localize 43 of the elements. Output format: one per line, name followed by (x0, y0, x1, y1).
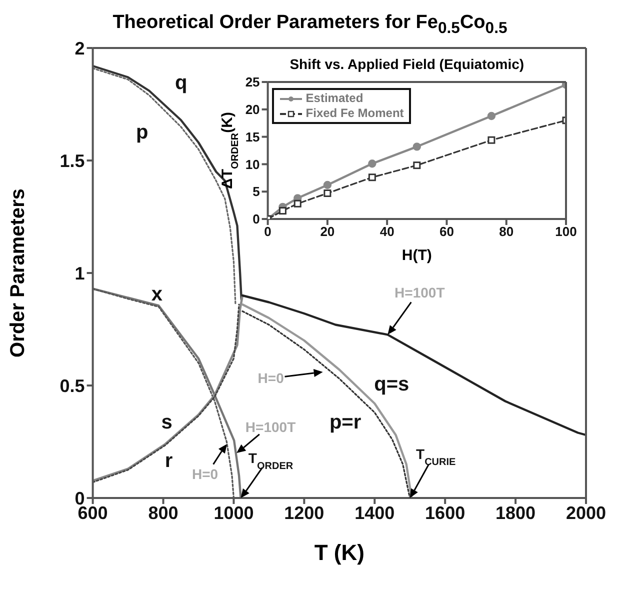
x-tick-label: 800 (148, 502, 178, 523)
y-tick-label: 0 (252, 212, 260, 227)
y-tick-label: 25 (245, 74, 260, 90)
x-axis-title: H(T) (402, 247, 432, 264)
annotation: p=r (329, 412, 362, 434)
y-tick-label: 10 (245, 156, 260, 172)
y-tick-label: 20 (245, 102, 260, 118)
x-tick-label: 100 (555, 224, 577, 240)
x-tick-label: 1600 (425, 502, 466, 523)
annotation: T$_{CURIE}$ (416, 446, 456, 468)
y-tick-label: 1 (74, 263, 85, 284)
legend-label: Estimated (306, 91, 364, 106)
x-tick-label: 0 (264, 224, 272, 240)
x-tick-label: 80 (499, 224, 514, 240)
annotation: x (151, 283, 162, 306)
y-tick-label: 15 (245, 129, 260, 144)
chart-title: Theoretical Order Parameters for Fe$_{0.5}$Co$_{0.5}$ (112, 11, 508, 38)
y-tick-label: 2 (74, 38, 85, 58)
annotation: H=0 (258, 370, 284, 386)
y-axis-title: Order Parameters (7, 188, 29, 358)
annotation: T$_{ORDER}$ (248, 450, 294, 472)
y-tick-label: 1.5 (60, 150, 85, 171)
annotation: r (164, 450, 173, 472)
chart-title: Shift vs. Applied Field (Equiatomic) (290, 56, 524, 72)
annotation: p (136, 121, 148, 144)
x-axis-title: T (K) (314, 540, 364, 565)
annotation: s (161, 412, 172, 434)
annotation: H=100T (394, 284, 446, 301)
annotation: q=s (374, 373, 410, 396)
x-tick-label: 40 (380, 224, 394, 240)
x-tick-label: 1400 (354, 502, 395, 523)
x-tick-label: 20 (320, 224, 335, 240)
x-tick-label: 60 (439, 224, 454, 240)
legend-label: Fixed Fe Moment (306, 106, 404, 121)
x-tick-label: 1200 (284, 502, 324, 523)
x-tick-label: 1000 (214, 502, 254, 523)
x-tick-label: 2000 (566, 502, 606, 523)
y-tick-label: 5 (252, 184, 260, 200)
annotation: H=100T (245, 418, 296, 435)
annotation: H=0 (192, 466, 218, 482)
x-tick-label: 1800 (496, 502, 536, 523)
y-tick-label: 0.5 (60, 376, 85, 396)
annotation: q (174, 72, 188, 94)
